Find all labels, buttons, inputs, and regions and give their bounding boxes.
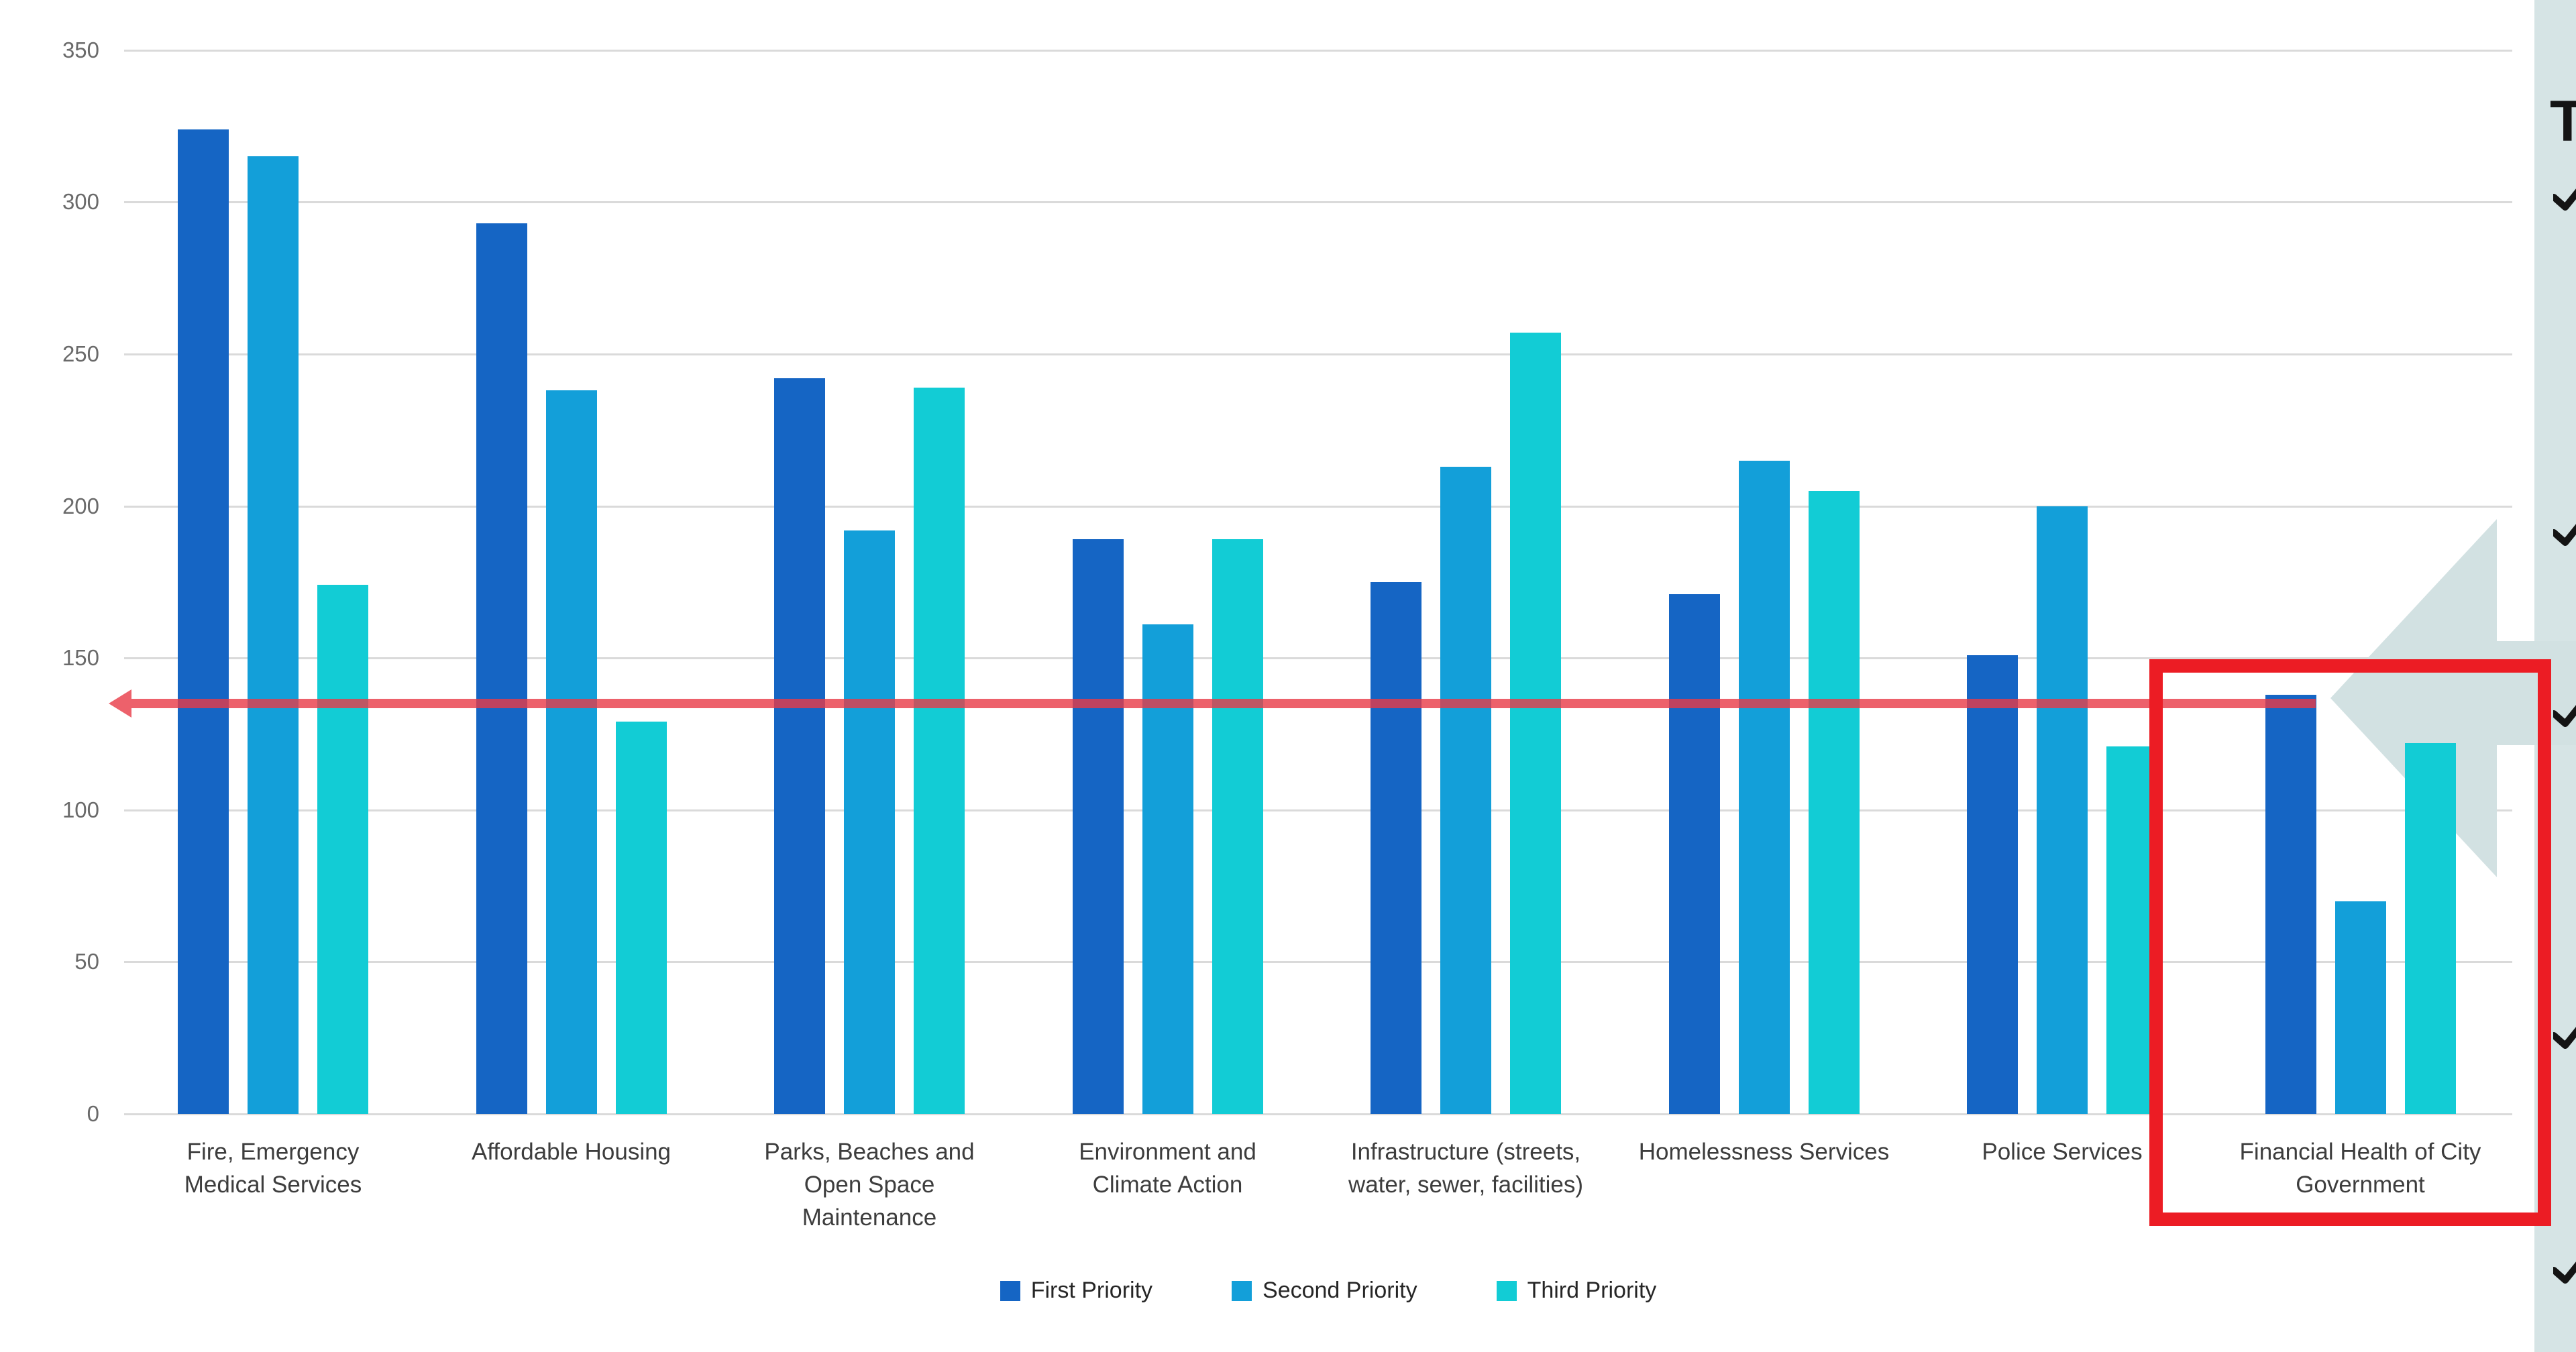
bar <box>1808 490 1860 1114</box>
legend-label: Third Priority <box>1527 1278 1657 1303</box>
gridline-50 <box>124 961 2512 964</box>
y-tick-label-0: 0 <box>87 1101 99 1126</box>
category-label: Police Services <box>1982 1139 2143 1165</box>
category-label: Homelessness Services <box>1638 1139 1890 1165</box>
bar <box>914 387 965 1114</box>
y-tick-label-250: 250 <box>62 341 99 366</box>
bullet-chevron-icon <box>2553 1261 2576 1284</box>
legend-swatch-icon <box>1496 1280 1517 1301</box>
bar <box>2404 743 2456 1114</box>
y-tick-label-50: 50 <box>74 949 99 974</box>
y-tick-label-150: 150 <box>62 645 99 671</box>
bar <box>774 378 825 1114</box>
y-tick-label-350: 350 <box>62 37 99 62</box>
legend-item: Third Priority <box>1496 1278 1657 1304</box>
category-label: Financial Health of City Government <box>2239 1139 2481 1198</box>
highlight-box <box>2149 659 2551 1226</box>
gridline-300 <box>124 201 2512 204</box>
bar <box>615 722 667 1114</box>
bar <box>1967 655 2018 1114</box>
bar <box>1212 539 1263 1114</box>
category-label: Infrastructure (streets, water, sewer, fa… <box>1348 1139 1584 1198</box>
bar <box>1142 624 1193 1114</box>
legend: First Priority Second Priority Third Prior… <box>0 1278 2576 1304</box>
bullet-chevron-icon <box>2553 524 2576 546</box>
bar <box>248 156 299 1114</box>
bar <box>2037 506 2088 1114</box>
gridline-200 <box>124 505 2512 508</box>
bar <box>545 390 597 1114</box>
category-label: Parks, Beaches and Open Space Maintenance <box>764 1139 975 1231</box>
legend-item: First Priority <box>1000 1278 1152 1304</box>
bar <box>2106 746 2157 1114</box>
bar <box>2334 901 2386 1114</box>
reference-line <box>131 699 2316 709</box>
gridline-0 <box>124 1113 2512 1115</box>
category-label: Fire, Emergency Medical Services <box>184 1139 362 1198</box>
bullet-chevron-icon <box>2553 1027 2576 1049</box>
legend-swatch-icon <box>1232 1280 1252 1301</box>
bar <box>1440 466 1491 1114</box>
bar <box>1371 581 1421 1114</box>
legend-label: Second Priority <box>1263 1278 1417 1303</box>
gridline-250 <box>124 353 2512 355</box>
bullet-chevron-icon <box>2553 705 2576 727</box>
y-tick-label-200: 200 <box>62 493 99 518</box>
side-panel-title-fragment: T <box>2550 89 2576 154</box>
bar <box>476 223 527 1114</box>
legend-item: Second Priority <box>1232 1278 1417 1304</box>
gridline-100 <box>124 809 2512 811</box>
bar <box>1510 333 1561 1114</box>
bar <box>2265 694 2316 1114</box>
bar <box>1738 460 1790 1114</box>
y-tick-label-100: 100 <box>62 797 99 822</box>
reference-line-arrowhead-icon <box>109 689 131 718</box>
legend-swatch-icon <box>1000 1280 1020 1301</box>
legend-label: First Priority <box>1030 1278 1153 1303</box>
bar <box>1668 594 1720 1114</box>
category-label: Environment and Climate Action <box>1079 1139 1256 1198</box>
bar <box>178 129 229 1114</box>
bar <box>317 585 368 1114</box>
bar <box>1072 539 1124 1114</box>
gridline-150 <box>124 657 2512 660</box>
bullet-chevron-icon <box>2553 188 2576 211</box>
bar <box>844 530 895 1114</box>
gridline-350 <box>124 49 2512 52</box>
y-tick-label-300: 300 <box>62 189 99 215</box>
category-label: Affordable Housing <box>471 1139 672 1165</box>
